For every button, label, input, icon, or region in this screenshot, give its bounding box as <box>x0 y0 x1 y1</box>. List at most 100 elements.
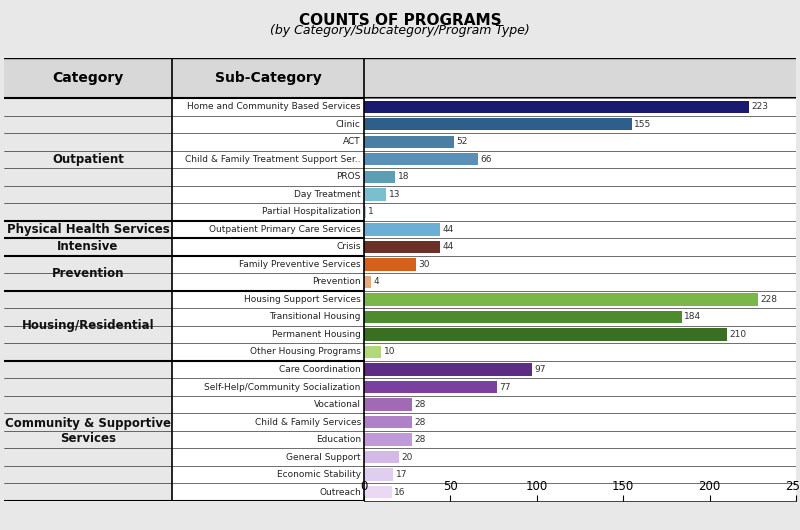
Bar <box>172 186 364 203</box>
Bar <box>364 238 796 255</box>
Bar <box>172 238 364 255</box>
Text: Education: Education <box>316 435 361 444</box>
Text: 184: 184 <box>684 313 702 322</box>
Bar <box>364 241 440 253</box>
Text: Sub-Category: Sub-Category <box>214 71 322 85</box>
Bar <box>4 361 172 378</box>
Text: 66: 66 <box>481 155 492 164</box>
Text: 16: 16 <box>394 488 406 497</box>
Bar <box>172 255 364 273</box>
Bar <box>364 399 412 411</box>
Bar <box>4 186 172 203</box>
Text: Economic Stability: Economic Stability <box>277 470 361 479</box>
Bar <box>4 483 172 501</box>
Bar <box>4 308 172 326</box>
Bar <box>4 255 172 273</box>
Bar <box>364 483 796 501</box>
Bar <box>172 326 364 343</box>
Text: Child & Family Services: Child & Family Services <box>254 418 361 427</box>
Bar <box>4 203 172 220</box>
Text: 13: 13 <box>389 190 400 199</box>
Text: Prevention: Prevention <box>312 277 361 286</box>
Text: Self-Help/Community Socialization: Self-Help/Community Socialization <box>205 383 361 392</box>
Text: 97: 97 <box>534 365 546 374</box>
Text: 28: 28 <box>414 435 426 444</box>
Bar <box>4 326 172 343</box>
Bar <box>172 483 364 501</box>
Bar <box>4 431 172 448</box>
Text: 20: 20 <box>401 453 412 462</box>
Text: 10: 10 <box>384 348 395 357</box>
Text: 17: 17 <box>396 470 407 479</box>
Text: Outpatient: Outpatient <box>52 153 124 166</box>
Bar <box>172 273 364 290</box>
Text: Outpatient Primary Care Services: Outpatient Primary Care Services <box>209 225 361 234</box>
Text: 228: 228 <box>760 295 778 304</box>
Bar <box>364 396 796 413</box>
Bar <box>364 273 796 290</box>
Bar <box>4 116 172 133</box>
Bar <box>364 255 796 273</box>
Text: Category: Category <box>52 71 124 85</box>
Text: Care Coordination: Care Coordination <box>279 365 361 374</box>
Bar <box>4 378 172 396</box>
Text: 4: 4 <box>374 277 379 286</box>
Bar <box>364 223 440 235</box>
Bar <box>172 308 364 326</box>
Text: 52: 52 <box>456 137 468 146</box>
Bar <box>4 220 172 238</box>
Bar <box>364 118 632 130</box>
Bar <box>172 290 364 308</box>
Text: Child & Family Treatment Support Ser..: Child & Family Treatment Support Ser.. <box>186 155 361 164</box>
Bar <box>364 188 386 200</box>
Text: COUNTS OF PROGRAMS: COUNTS OF PROGRAMS <box>298 13 502 28</box>
Bar <box>364 413 796 431</box>
Bar <box>364 308 796 326</box>
Text: Prevention: Prevention <box>52 267 124 280</box>
Bar <box>172 203 364 220</box>
Bar <box>4 133 172 151</box>
Text: Clinic: Clinic <box>336 120 361 129</box>
Bar <box>172 133 364 151</box>
Text: Day Treatment: Day Treatment <box>294 190 361 199</box>
Bar <box>4 98 172 116</box>
Bar <box>364 258 416 270</box>
Bar <box>364 434 412 446</box>
Bar <box>364 466 796 483</box>
Bar <box>172 431 364 448</box>
Text: Physical Health Services: Physical Health Services <box>6 223 170 236</box>
Bar <box>364 186 796 203</box>
Bar <box>364 101 750 113</box>
Text: 30: 30 <box>418 260 430 269</box>
Text: Community & Supportive
Services: Community & Supportive Services <box>5 417 171 445</box>
Bar <box>4 168 172 185</box>
Text: Partial Hospitalization: Partial Hospitalization <box>262 207 361 216</box>
Text: ACT: ACT <box>343 137 361 146</box>
Text: Outreach: Outreach <box>319 488 361 497</box>
Bar <box>172 361 364 378</box>
Bar <box>364 361 796 378</box>
Bar <box>4 413 172 431</box>
Bar <box>4 396 172 413</box>
Bar <box>172 98 364 116</box>
Bar <box>364 290 796 308</box>
Text: General Support: General Support <box>286 453 361 462</box>
Bar <box>364 203 796 220</box>
Bar <box>4 238 172 255</box>
Bar <box>172 220 364 238</box>
Text: Family Preventive Services: Family Preventive Services <box>239 260 361 269</box>
Bar <box>364 326 796 343</box>
Bar <box>4 343 172 361</box>
Text: 18: 18 <box>398 172 409 181</box>
Bar <box>4 466 172 483</box>
Bar <box>172 116 364 133</box>
Bar <box>364 116 796 133</box>
Bar <box>364 486 392 498</box>
Bar <box>172 151 364 168</box>
Text: 223: 223 <box>752 102 769 111</box>
Bar <box>364 364 532 376</box>
Bar <box>4 151 172 168</box>
Bar <box>364 293 758 306</box>
Text: 1: 1 <box>368 207 374 216</box>
Bar <box>364 133 796 151</box>
